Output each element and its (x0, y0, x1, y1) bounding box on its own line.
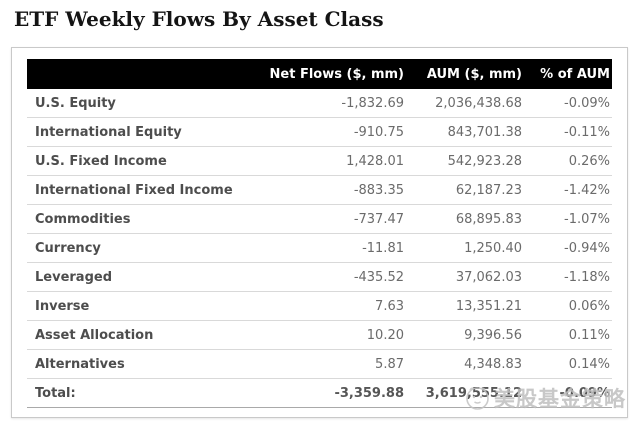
aum-cell: 542,923.28 (406, 146, 524, 176)
table-row: International Fixed Income -883.35 62,18… (27, 175, 612, 205)
table-row: Asset Allocation 10.20 9,396.56 0.11% (27, 320, 612, 350)
table-header-row: Net Flows ($, mm) AUM ($, mm) % of AUM (27, 59, 612, 89)
table-row: U.S. Equity -1,832.69 2,036,438.68 -0.09… (27, 89, 612, 118)
pct-of-aum-cell: -1.42% (524, 175, 612, 205)
aum-cell: 843,701.38 (406, 117, 524, 147)
pct-of-aum-cell: -0.94% (524, 233, 612, 263)
table-row: Inverse 7.63 13,351.21 0.06% (27, 291, 612, 321)
table-row: Commodities -737.47 68,895.83 -1.07% (27, 204, 612, 234)
pct-of-aum-cell: -1.07% (524, 204, 612, 234)
total-net-flows-cell: -3,359.88 (266, 378, 406, 408)
pct-of-aum-cell: 0.26% (524, 146, 612, 176)
aum-cell: 68,895.83 (406, 204, 524, 234)
table-total-row: Total: -3,359.88 3,619,555.12 -0.09% (27, 378, 612, 408)
table-row: U.S. Fixed Income 1,428.01 542,923.28 0.… (27, 146, 612, 176)
table-row: International Equity -910.75 843,701.38 … (27, 117, 612, 147)
total-pct-of-aum-cell: -0.09% (524, 378, 612, 408)
asset-class-cell: U.S. Equity (27, 89, 266, 118)
pct-of-aum-cell: -0.11% (524, 117, 612, 147)
header-asset-class (27, 59, 266, 89)
asset-class-cell: International Equity (27, 117, 266, 147)
net-flows-cell: 1,428.01 (266, 146, 406, 176)
header-net-flows: Net Flows ($, mm) (266, 59, 406, 89)
pct-of-aum-cell: -0.09% (524, 89, 612, 118)
net-flows-cell: -1,832.69 (266, 89, 406, 118)
table-row: Alternatives 5.87 4,348.83 0.14% (27, 349, 612, 379)
etf-flows-table: Net Flows ($, mm) AUM ($, mm) % of AUM U… (27, 59, 612, 408)
pct-of-aum-cell: -1.18% (524, 262, 612, 292)
aum-cell: 4,348.83 (406, 349, 524, 379)
aum-cell: 2,036,438.68 (406, 89, 524, 118)
asset-class-cell: Leveraged (27, 262, 266, 292)
pct-of-aum-cell: 0.06% (524, 291, 612, 321)
total-aum-cell: 3,619,555.12 (406, 378, 524, 408)
aum-cell: 1,250.40 (406, 233, 524, 263)
asset-class-cell: Currency (27, 233, 266, 263)
aum-cell: 37,062.03 (406, 262, 524, 292)
net-flows-cell: -435.52 (266, 262, 406, 292)
net-flows-cell: 7.63 (266, 291, 406, 321)
pct-of-aum-cell: 0.14% (524, 349, 612, 379)
asset-class-cell: Alternatives (27, 349, 266, 379)
net-flows-cell: -910.75 (266, 117, 406, 147)
asset-class-cell: U.S. Fixed Income (27, 146, 266, 176)
net-flows-cell: -11.81 (266, 233, 406, 263)
page-title: ETF Weekly Flows By Asset Class (14, 7, 384, 31)
etf-flows-table-card: Net Flows ($, mm) AUM ($, mm) % of AUM U… (11, 47, 628, 418)
asset-class-cell: Commodities (27, 204, 266, 234)
net-flows-cell: -737.47 (266, 204, 406, 234)
table-body: U.S. Equity -1,832.69 2,036,438.68 -0.09… (27, 89, 612, 379)
pct-of-aum-cell: 0.11% (524, 320, 612, 350)
header-aum: AUM ($, mm) (406, 59, 524, 89)
aum-cell: 62,187.23 (406, 175, 524, 205)
aum-cell: 13,351.21 (406, 291, 524, 321)
header-pct-of-aum: % of AUM (524, 59, 612, 89)
aum-cell: 9,396.56 (406, 320, 524, 350)
net-flows-cell: 5.87 (266, 349, 406, 379)
asset-class-cell: International Fixed Income (27, 175, 266, 205)
table-row: Currency -11.81 1,250.40 -0.94% (27, 233, 612, 263)
table-row: Leveraged -435.52 37,062.03 -1.18% (27, 262, 612, 292)
net-flows-cell: -883.35 (266, 175, 406, 205)
total-label-cell: Total: (27, 378, 266, 408)
asset-class-cell: Inverse (27, 291, 266, 321)
asset-class-cell: Asset Allocation (27, 320, 266, 350)
net-flows-cell: 10.20 (266, 320, 406, 350)
